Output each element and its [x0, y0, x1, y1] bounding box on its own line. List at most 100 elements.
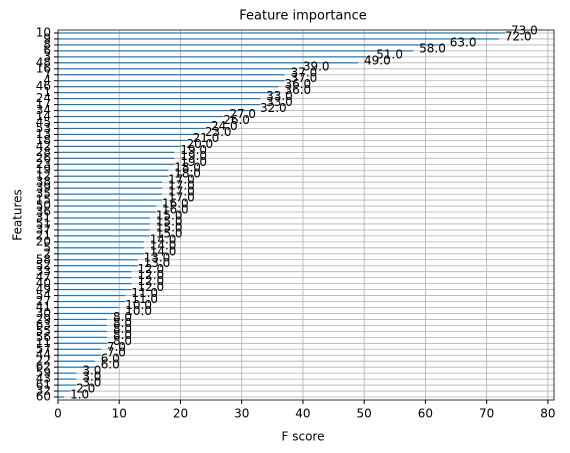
- y-tick-label: 48: [36, 55, 51, 69]
- y-tick-label: 62: [36, 360, 51, 374]
- data-label: 26.0: [223, 113, 250, 127]
- x-tick-label: 30: [234, 407, 249, 421]
- bar: [58, 241, 144, 243]
- data-label: 18.0: [174, 161, 201, 175]
- chart-title: Feature importance: [239, 9, 367, 24]
- bar: [58, 139, 187, 142]
- bar: [58, 187, 163, 189]
- bar: [58, 121, 218, 124]
- y-tick-label: 38: [36, 175, 51, 189]
- bar: [58, 235, 150, 237]
- y-axis-label: Features: [11, 189, 25, 241]
- x-tick-label: 70: [479, 407, 494, 421]
- x-tick-label: 10: [112, 407, 127, 421]
- data-label: 58.0: [419, 41, 446, 55]
- data-label: 8.0: [113, 310, 132, 324]
- bar: [58, 312, 120, 315]
- x-tick-label: 50: [357, 407, 372, 421]
- data-label: 37.0: [291, 71, 318, 85]
- bar: [58, 80, 285, 82]
- bar: [58, 348, 101, 350]
- y-tick-label: 33: [36, 264, 51, 278]
- y-tick-label: 8: [43, 37, 51, 51]
- data-label: 17.0: [168, 185, 195, 199]
- x-tick-label: 40: [295, 407, 310, 421]
- bar: [58, 199, 163, 201]
- bar: [58, 56, 371, 58]
- bar: [58, 133, 199, 136]
- bar: [58, 300, 126, 303]
- bar: [58, 115, 224, 118]
- bar: [58, 163, 175, 165]
- y-tick-label: 10: [36, 25, 51, 39]
- data-label: 33.0: [266, 95, 293, 109]
- bar: [58, 318, 107, 321]
- data-label: 14.0: [150, 238, 177, 252]
- y-tick-label: 60: [36, 390, 51, 404]
- data-label: 8.0: [113, 322, 132, 336]
- x-tick-label: 60: [418, 407, 433, 421]
- bar: [58, 366, 95, 368]
- data-label: 1.0: [70, 388, 89, 402]
- data-label: 12.0: [137, 280, 164, 294]
- bar: [58, 372, 77, 374]
- y-tick-label: 49: [36, 282, 51, 296]
- x-tick-label: 0: [54, 407, 62, 421]
- data-label: 12.0: [137, 262, 164, 276]
- bar: [58, 109, 254, 112]
- data-label: 21.0: [193, 131, 220, 145]
- y-tick-label: 59: [36, 366, 51, 380]
- bar: [58, 181, 163, 183]
- bar: [58, 127, 205, 130]
- data-label: 14.0: [150, 244, 177, 258]
- bar: [58, 145, 181, 147]
- y-tick-label: 16: [36, 61, 51, 75]
- y-tick-label: 26: [36, 151, 51, 165]
- y-tick-label: 20: [36, 234, 51, 248]
- bar: [58, 169, 169, 171]
- bar: [58, 271, 132, 273]
- data-label: 15.0: [156, 226, 183, 240]
- bar: [58, 38, 499, 40]
- data-label: 73.0: [511, 23, 538, 37]
- data-label: 7.0: [107, 346, 126, 360]
- bar: [58, 92, 279, 94]
- plot-frame: [57, 29, 555, 401]
- y-tick-label: 4: [43, 73, 51, 87]
- data-label: 17.0: [168, 191, 195, 205]
- data-label: 12.0: [137, 274, 164, 288]
- data-label: 18.0: [174, 167, 201, 181]
- bar: [58, 342, 107, 344]
- y-tick-label: 61: [36, 378, 51, 392]
- bar: [58, 68, 297, 70]
- y-tick-label: 44: [36, 348, 51, 362]
- bar: [58, 294, 126, 297]
- y-tick-label: 36: [36, 205, 51, 219]
- bar: [58, 151, 175, 153]
- data-label: 11.0: [131, 286, 158, 300]
- y-tick-label: 22: [36, 354, 51, 368]
- bar: [58, 283, 132, 285]
- data-label: 16.0: [162, 203, 189, 217]
- y-tick-label: 42: [36, 139, 51, 153]
- data-label: 16.0: [162, 197, 189, 211]
- y-tick-label: 54: [36, 288, 51, 302]
- y-tick-label: 63: [36, 318, 51, 332]
- y-tick-label: 31: [36, 210, 51, 224]
- y-tick-label: 52: [36, 258, 51, 272]
- bar: [58, 247, 144, 249]
- y-tick-label: 13: [36, 127, 51, 141]
- data-label: 17.0: [168, 179, 195, 193]
- y-tick-label: 6: [43, 43, 51, 57]
- data-label: 15.0: [156, 214, 183, 228]
- y-tick-label: 50: [36, 199, 51, 213]
- y-tick-label: 1: [43, 85, 51, 99]
- y-tick-label: 21: [36, 228, 51, 242]
- data-label: 3.0: [82, 364, 101, 378]
- y-tick-label: 34: [36, 103, 51, 117]
- bar: [58, 378, 77, 380]
- bar: [58, 98, 261, 100]
- bar: [58, 217, 150, 219]
- bar: [58, 205, 156, 207]
- y-tick-label: 28: [36, 145, 51, 159]
